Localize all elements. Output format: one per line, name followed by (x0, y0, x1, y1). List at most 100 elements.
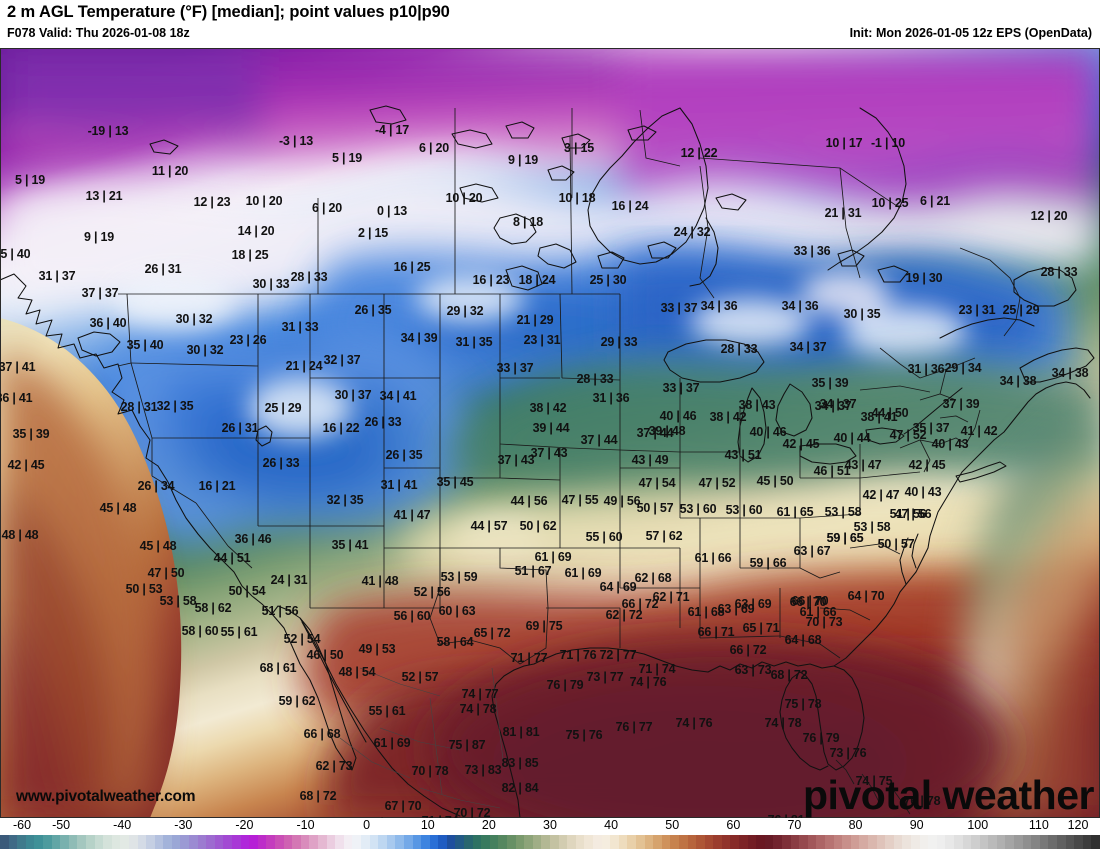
colorbar-segment (713, 835, 722, 849)
colorbar-segment (335, 835, 344, 849)
colorbar-tick: -50 (52, 818, 71, 832)
colorbar-segment (0, 835, 9, 849)
colorbar-segment (816, 835, 825, 849)
colorbar-segment (653, 835, 662, 849)
colorbar-tick-labels: -60 -50 -40 -30 -20 -10 0 10 20 30 40 50 60 70 80 90 100… (0, 818, 1100, 835)
colorbar-segment (635, 835, 645, 849)
colorbar-segment (532, 835, 542, 849)
colorbar[interactable]: -60 -50 -40 -30 -20 -10 0 10 20 30 40 50 60 70 80 90 100… (0, 818, 1100, 850)
temperature-field (0, 48, 1100, 818)
colorbar-segment (472, 835, 482, 849)
colorbar-segment (111, 835, 121, 849)
colorbar-segment (283, 835, 293, 849)
colorbar-segment (266, 835, 275, 849)
colorbar-tick: 70 (787, 818, 802, 832)
colorbar-segment (721, 835, 731, 849)
colorbar-segment (386, 835, 396, 849)
colorbar-segment (850, 835, 860, 849)
political-boundaries (117, 108, 1021, 815)
colorbar-segment (747, 835, 757, 849)
colorbar-tick: 30 (543, 818, 557, 832)
colorbar-segment (910, 835, 920, 849)
colorbar-segment (352, 835, 361, 849)
colorbar-segment (180, 835, 190, 849)
colorbar-segment (25, 835, 35, 849)
colorbar-segment (541, 835, 550, 849)
colorbar-segment (146, 835, 155, 849)
colorbar-segment (137, 835, 147, 849)
colorbar-segment (859, 835, 868, 849)
colorbar-segment (17, 835, 26, 849)
colorbar-segment (618, 835, 628, 849)
colorbar-segment (790, 835, 800, 849)
colorbar-segment (498, 835, 508, 849)
colorbar-segment (103, 835, 112, 849)
colorbar-segment (1022, 835, 1032, 849)
colorbar-segment (326, 835, 336, 849)
colorbar-segment (782, 835, 791, 849)
colorbar-segment (42, 835, 52, 849)
colorbar-segment (1039, 835, 1049, 849)
colorbar-segment (584, 835, 593, 849)
colorbar-segment (799, 835, 808, 849)
colorbar-segment (661, 835, 671, 849)
colorbar-segment (412, 835, 422, 849)
colorbar-segment (807, 835, 817, 849)
colorbar-segment (988, 835, 997, 849)
colorbar-segment (249, 835, 258, 849)
colorbar-segment (704, 835, 714, 849)
colorbar-segment (1048, 835, 1058, 849)
colorbar-segment (189, 835, 198, 849)
colorbar-segment (275, 835, 284, 849)
colorbar-segment (979, 835, 989, 849)
colorbar-segment (1074, 835, 1083, 849)
colorbar-segment (644, 835, 654, 849)
colorbar-segment (885, 835, 894, 849)
colorbar-segment (369, 835, 379, 849)
colorbar-segment (524, 835, 533, 849)
colorbar-segment (945, 835, 954, 849)
colorbar-segment (214, 835, 224, 849)
colorbar-tick: -10 (296, 818, 315, 832)
colorbar-segment (1031, 835, 1040, 849)
colorbar-segment (756, 835, 765, 849)
colorbar-segment (971, 835, 980, 849)
colorbar-segment (60, 835, 69, 849)
colorbar-segment (8, 835, 18, 849)
colorbar-tick: 0 (363, 818, 371, 832)
colorbar-gradient[interactable] (0, 835, 1100, 849)
colorbar-segment (163, 835, 172, 849)
colorbar-tick: 80 (848, 818, 863, 832)
colorbar-tick: -30 (174, 818, 193, 832)
colorbar-segment (206, 835, 215, 849)
colorbar-segment (34, 835, 43, 849)
colorbar-segment (953, 835, 963, 849)
colorbar-segment (764, 835, 774, 849)
page-title: 2 m AGL Temperature (°F) [median]; point… (7, 3, 450, 21)
colorbar-segment (1014, 835, 1023, 849)
colorbar-segment (558, 835, 568, 849)
colorbar-segment (223, 835, 233, 849)
weather-map[interactable]: -19 | 13 -3 | 13 -4 | 17 6 | 20 5 | 19 3 | 15… (0, 48, 1100, 818)
colorbar-segment (481, 835, 490, 849)
colorbar-segment (876, 835, 886, 849)
colorbar-tick: 90 (909, 818, 924, 832)
colorbar-segment (292, 835, 301, 849)
colorbar-segment (438, 835, 447, 849)
colorbar-tick: 110 (1028, 818, 1049, 832)
colorbar-segment (936, 835, 946, 849)
colorbar-segment (610, 835, 619, 849)
colorbar-segment (550, 835, 559, 849)
colorbar-segment (833, 835, 843, 849)
colorbar-segment (455, 835, 465, 849)
colorbar-segment (446, 835, 456, 849)
colorbar-segment (317, 835, 327, 849)
site-url-watermark: www.pivotalweather.com (16, 788, 196, 805)
colorbar-segment (1082, 835, 1092, 849)
colorbar-segment (1065, 835, 1075, 849)
init-time-label: Init: Mon 2026-01-05 12z EPS (OpenData) (849, 26, 1092, 40)
colorbar-segment (94, 835, 104, 849)
colorbar-segment (567, 835, 576, 849)
colorbar-segment (464, 835, 473, 849)
colorbar-segment (343, 835, 353, 849)
